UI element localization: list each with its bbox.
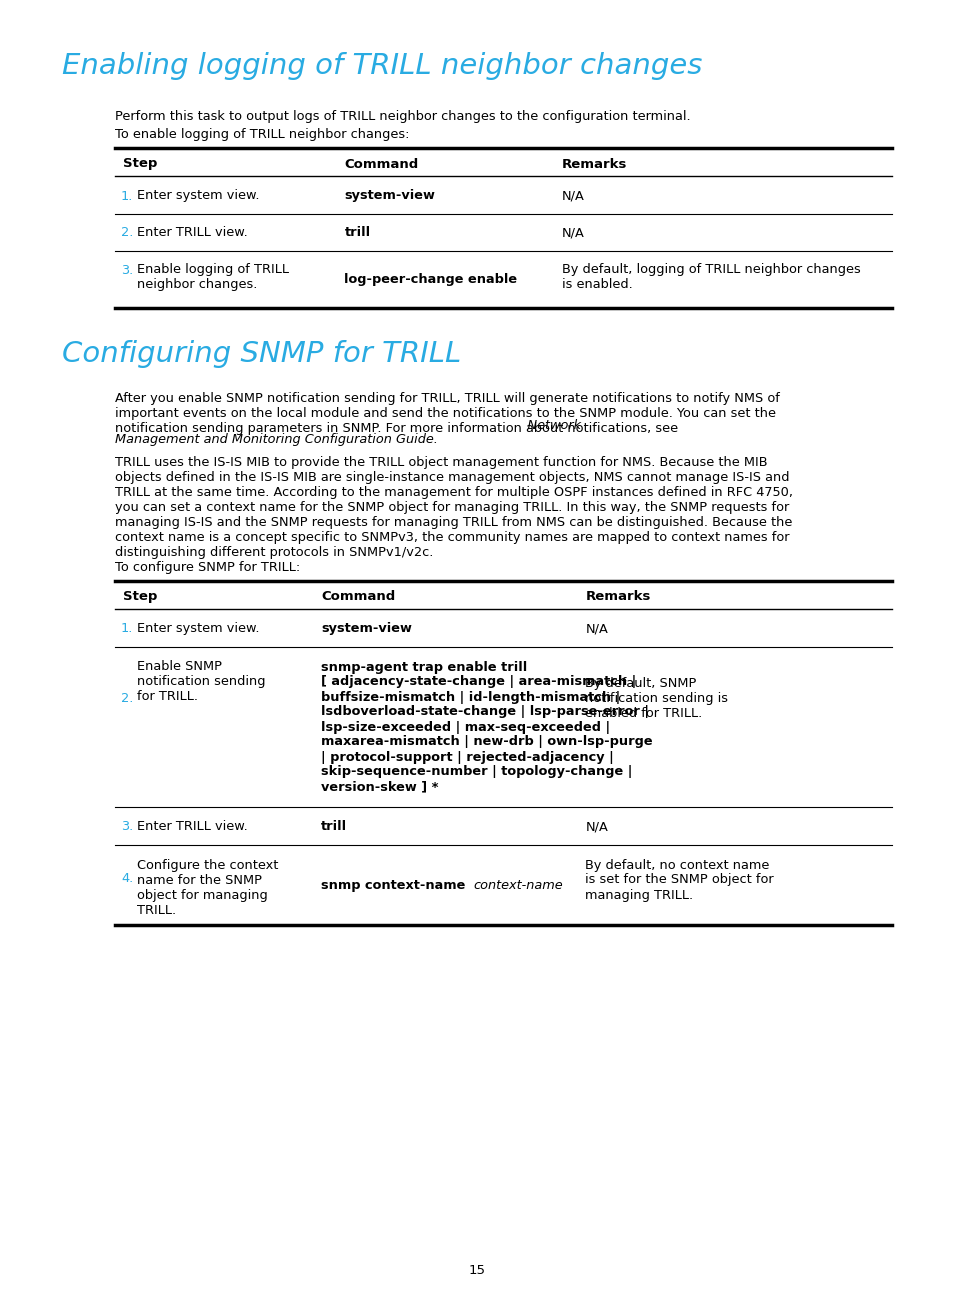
Text: snmp-agent trap enable trill
[ adjacency-state-change | area-mismatch |
buffsize: snmp-agent trap enable trill [ adjacency… xyxy=(321,661,652,793)
Text: 2.: 2. xyxy=(121,692,133,705)
Text: Management and Monitoring Configuration Guide.: Management and Monitoring Configuration … xyxy=(115,433,437,446)
Text: After you enable SNMP notification sending for TRILL, TRILL will generate notifi: After you enable SNMP notification sendi… xyxy=(115,391,779,435)
Text: To configure SNMP for TRILL:: To configure SNMP for TRILL: xyxy=(115,560,300,574)
Text: Network: Network xyxy=(115,419,580,432)
Text: Configure the context
name for the SNMP
object for managing
TRILL.: Configure the context name for the SNMP … xyxy=(137,858,278,916)
Text: TRILL uses the IS-IS MIB to provide the TRILL object management function for NMS: TRILL uses the IS-IS MIB to provide the … xyxy=(115,456,792,559)
Text: N/A: N/A xyxy=(561,189,584,202)
Text: Step: Step xyxy=(123,590,157,603)
Text: By default, logging of TRILL neighbor changes
is enabled.: By default, logging of TRILL neighbor ch… xyxy=(561,263,860,292)
Text: Remarks: Remarks xyxy=(585,590,650,603)
Text: 4.: 4. xyxy=(121,872,133,885)
Text: By default, no context name
is set for the SNMP object for
managing TRILL.: By default, no context name is set for t… xyxy=(585,858,773,902)
Text: Command: Command xyxy=(344,158,418,171)
Text: Enter system view.: Enter system view. xyxy=(137,622,259,635)
Text: context-name: context-name xyxy=(473,879,562,892)
Text: 3.: 3. xyxy=(121,263,133,276)
Text: system-view: system-view xyxy=(321,622,412,635)
Text: trill: trill xyxy=(344,227,370,240)
Text: Enable logging of TRILL
neighbor changes.: Enable logging of TRILL neighbor changes… xyxy=(137,263,289,292)
Text: Enabling logging of TRILL neighbor changes: Enabling logging of TRILL neighbor chang… xyxy=(62,52,701,80)
Text: Perform this task to output logs of TRILL neighbor changes to the configuration : Perform this task to output logs of TRIL… xyxy=(115,110,690,123)
Text: system-view: system-view xyxy=(344,189,435,202)
Text: To enable logging of TRILL neighbor changes:: To enable logging of TRILL neighbor chan… xyxy=(115,128,409,141)
Text: N/A: N/A xyxy=(585,622,607,635)
Text: By default, SNMP
notification sending is
enabled for TRILL.: By default, SNMP notification sending is… xyxy=(585,677,727,721)
Text: 1.: 1. xyxy=(121,622,133,635)
Text: Command: Command xyxy=(321,590,395,603)
Text: 1.: 1. xyxy=(121,189,133,202)
Text: trill: trill xyxy=(321,820,347,833)
Text: Configuring SNMP for TRILL: Configuring SNMP for TRILL xyxy=(62,340,460,368)
Text: 15: 15 xyxy=(468,1264,485,1277)
Text: 3.: 3. xyxy=(121,820,133,833)
Text: Enter TRILL view.: Enter TRILL view. xyxy=(137,820,248,833)
Text: Enter TRILL view.: Enter TRILL view. xyxy=(137,227,248,240)
Text: N/A: N/A xyxy=(585,820,607,833)
Text: N/A: N/A xyxy=(561,227,584,240)
Text: Step: Step xyxy=(123,158,157,171)
Text: log-peer-change enable: log-peer-change enable xyxy=(344,273,517,286)
Text: Remarks: Remarks xyxy=(561,158,627,171)
Text: Enter system view.: Enter system view. xyxy=(137,189,259,202)
Text: Enable SNMP
notification sending
for TRILL.: Enable SNMP notification sending for TRI… xyxy=(137,661,265,704)
Text: snmp context-name: snmp context-name xyxy=(321,879,470,892)
Text: 2.: 2. xyxy=(121,227,133,240)
